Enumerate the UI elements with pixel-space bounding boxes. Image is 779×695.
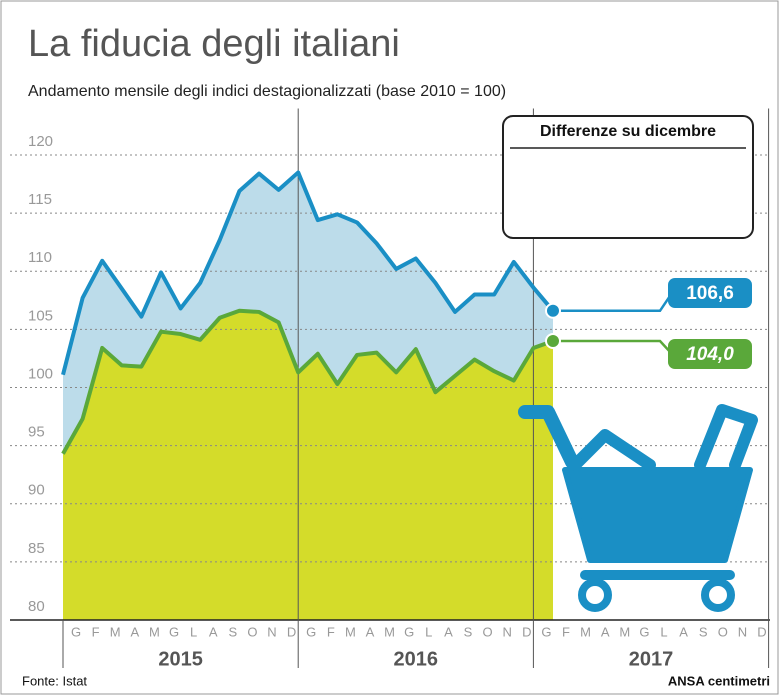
end-label-box	[668, 339, 752, 369]
x-tick-label: M	[384, 624, 395, 639]
y-tick-label: 85	[28, 540, 45, 557]
x-tick-label: D	[522, 624, 531, 639]
x-tick-label: A	[444, 624, 453, 639]
chart-title: La fiducia degli italiani	[28, 23, 400, 65]
year-label: 2015	[158, 648, 203, 670]
y-tick-label: 90	[28, 482, 45, 499]
y-tick-label: 115	[28, 191, 52, 208]
x-tick-label: A	[601, 624, 610, 639]
x-tick-label: G	[71, 624, 81, 639]
x-tick-label: N	[267, 624, 276, 639]
x-tick-label: D	[757, 624, 766, 639]
legend-title: Differenze su dicembre	[540, 123, 716, 140]
x-tick-label: S	[228, 624, 237, 639]
x-tick-label: L	[425, 624, 432, 639]
legend: Differenze su dicembre	[502, 115, 754, 239]
x-tick-label: F	[562, 624, 570, 639]
x-tick-label: A	[366, 624, 375, 639]
x-tick-label: M	[149, 624, 160, 639]
x-tick-label: A	[209, 624, 218, 639]
x-tick-label: N	[738, 624, 747, 639]
line	[61, 308, 554, 455]
x-tick-label: O	[718, 624, 728, 639]
x-tick-label: G	[169, 624, 179, 639]
x-tick-label: F	[92, 624, 100, 639]
x-tick-label: M	[619, 624, 630, 639]
plot: 80859095100105110115120106,6Consumatori-…	[10, 108, 770, 670]
chart-subtitle: Andamento mensile degli indici destagion…	[28, 83, 506, 100]
year-label: 2017	[629, 648, 674, 670]
end-label: 104,0	[686, 344, 734, 365]
x-tick-label: A	[679, 624, 688, 639]
x-tick-label: N	[503, 624, 512, 639]
x-tick-label: M	[580, 624, 591, 639]
x-tick-label: L	[660, 624, 667, 639]
x-tick-label: G	[541, 624, 551, 639]
x-tick-label: A	[130, 624, 139, 639]
year-label: 2016	[394, 648, 439, 670]
end-point	[545, 333, 561, 349]
legend-box	[502, 115, 754, 239]
x-tick-label: G	[306, 624, 316, 639]
x-tick-label: S	[464, 624, 473, 639]
x-tick-label: G	[404, 624, 414, 639]
y-tick-label: 120	[28, 133, 53, 150]
x-tick-label: M	[345, 624, 356, 639]
area	[63, 310, 553, 620]
y-tick-label: 110	[28, 249, 52, 266]
source: Fonte: Istat	[22, 673, 87, 688]
x-tick-label: D	[287, 624, 296, 639]
x-tick-label: O	[483, 624, 493, 639]
x-tick-label: G	[639, 624, 649, 639]
x-tick-label: L	[190, 624, 197, 639]
x-tick-label: S	[699, 624, 708, 639]
y-tick-label: 95	[28, 424, 45, 441]
end-point	[545, 302, 561, 319]
x-tick-label: M	[110, 624, 121, 639]
y-tick-label: 80	[28, 598, 45, 615]
y-tick-label: 105	[28, 307, 53, 324]
end-label-box	[668, 278, 752, 308]
end-label: 106,6	[686, 283, 734, 304]
y-tick-label: 100	[28, 365, 53, 382]
x-tick-label: O	[247, 624, 257, 639]
credit: ANSA centimetri	[668, 673, 770, 688]
line	[61, 170, 555, 376]
x-tick-label: F	[327, 624, 335, 639]
cart-icon	[518, 404, 758, 612]
